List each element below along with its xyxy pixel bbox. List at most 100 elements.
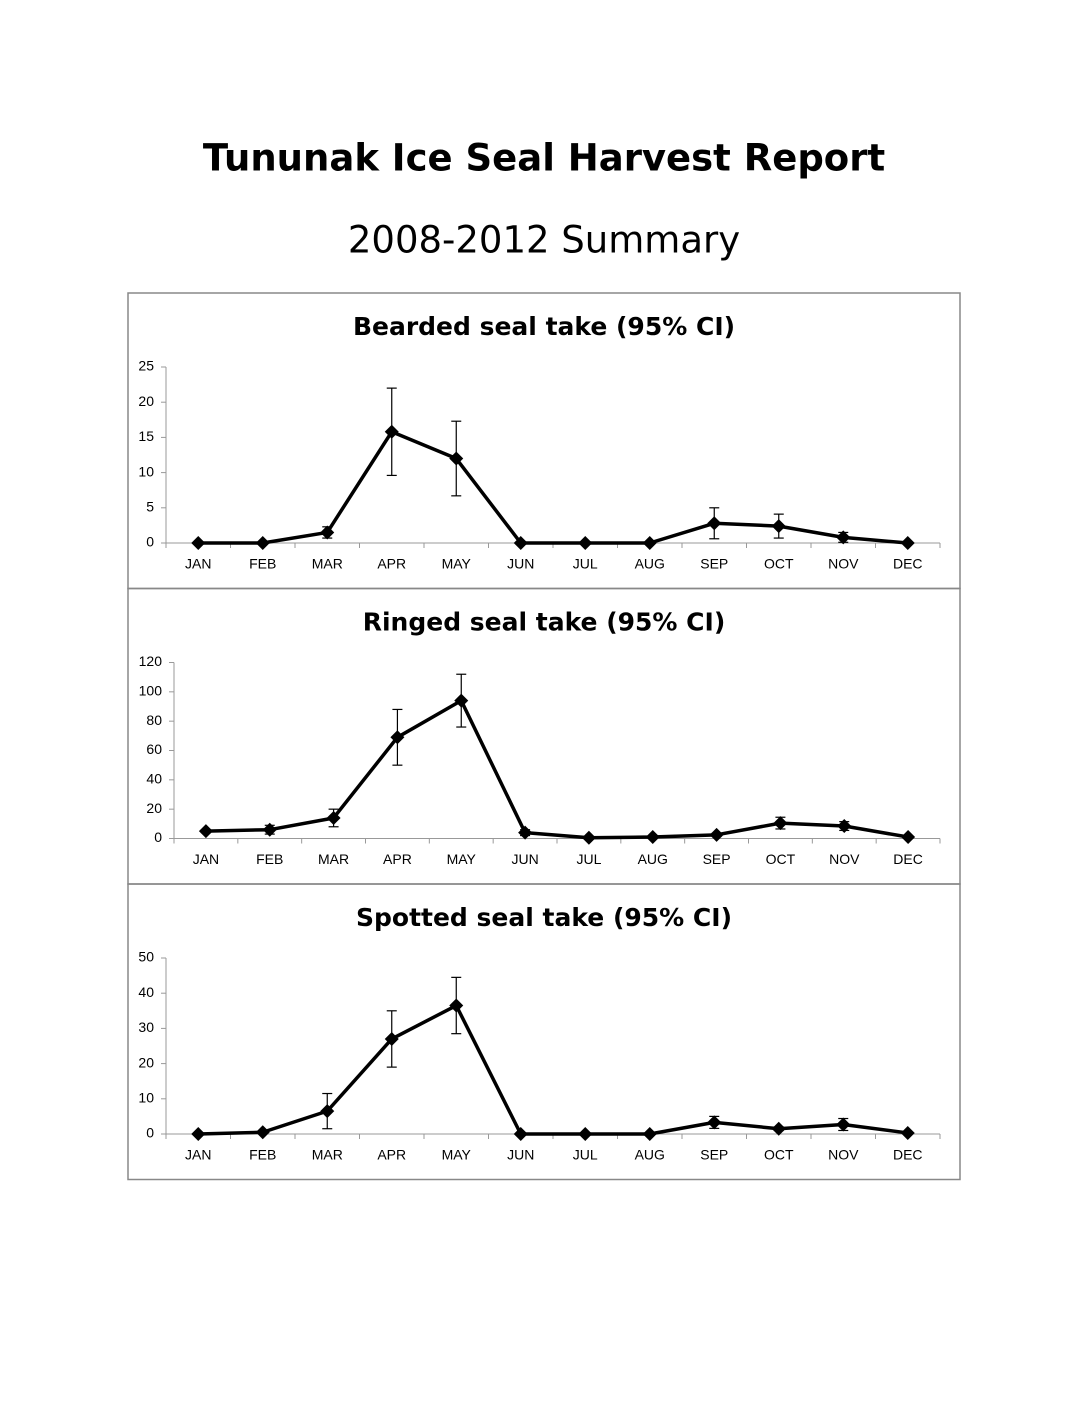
data-point [191, 1127, 206, 1141]
y-tick-label: 60 [146, 741, 162, 757]
data-point [900, 1125, 915, 1140]
data-point [836, 530, 851, 545]
data-point [771, 519, 786, 534]
y-tick-label: 50 [138, 949, 154, 965]
x-tick-label: MAR [318, 851, 349, 867]
y-tick-label: 30 [138, 1019, 154, 1035]
data-point [642, 1127, 657, 1141]
report-title: Tununak Ice Seal Harvest Report [203, 137, 885, 180]
y-tick-label: 15 [138, 428, 154, 444]
data-point [578, 536, 593, 550]
x-tick-label: NOV [828, 1147, 859, 1163]
y-tick-label: 5 [146, 499, 154, 515]
data-point [326, 810, 341, 825]
x-tick-label: APR [377, 556, 406, 572]
chart-title: Ringed seal take (95% CI) [363, 608, 726, 637]
data-point [454, 693, 469, 708]
x-tick-label: JUL [573, 1147, 598, 1163]
y-tick-label: 40 [138, 984, 154, 1000]
data-point [320, 525, 335, 540]
data-point [901, 830, 916, 845]
data-point [707, 516, 722, 531]
x-tick-label: AUG [638, 851, 668, 867]
x-tick-label: JUN [507, 1147, 534, 1163]
x-tick-label: NOV [828, 556, 859, 572]
data-point [320, 1104, 335, 1119]
data-point [449, 451, 464, 466]
data-point [773, 816, 788, 831]
data-point [198, 824, 213, 839]
y-tick-label: 0 [146, 534, 154, 550]
data-point [642, 536, 657, 550]
x-tick-label: MAR [312, 556, 343, 572]
x-tick-label: OCT [764, 556, 794, 572]
x-tick-label: DEC [893, 556, 923, 572]
y-tick-label: 0 [154, 829, 162, 845]
data-point [837, 819, 852, 834]
data-point [707, 1115, 722, 1130]
x-tick-label: DEC [893, 1147, 923, 1163]
x-tick-label: FEB [249, 556, 276, 572]
chart-title: Spotted seal take (95% CI) [356, 903, 732, 932]
series-line [198, 430, 908, 545]
x-tick-label: NOV [829, 851, 860, 867]
x-tick-label: DEC [893, 851, 923, 867]
x-tick-label: AUG [635, 556, 665, 572]
y-tick-label: 10 [138, 1090, 154, 1106]
x-tick-label: SEP [700, 1147, 728, 1163]
series-line [205, 698, 909, 840]
x-tick-label: JAN [185, 1147, 211, 1163]
data-point [262, 822, 277, 837]
x-tick-label: FEB [256, 851, 283, 867]
data-point [645, 830, 660, 845]
y-tick-label: 100 [139, 683, 163, 699]
x-tick-label: APR [377, 1147, 406, 1163]
data-point [390, 730, 405, 745]
data-point [191, 536, 206, 550]
data-point [709, 827, 724, 842]
x-tick-label: MAY [447, 851, 477, 867]
y-tick-label: 10 [138, 463, 154, 479]
data-point [900, 536, 915, 550]
y-tick-label: 0 [146, 1125, 154, 1141]
x-tick-label: OCT [766, 851, 796, 867]
x-tick-label: JAN [185, 556, 211, 572]
x-tick-label: AUG [635, 1147, 665, 1163]
x-tick-label: MAY [442, 1147, 472, 1163]
data-point [255, 536, 270, 550]
y-tick-label: 80 [146, 712, 162, 728]
data-point [581, 830, 596, 845]
x-tick-label: APR [383, 851, 412, 867]
data-point [384, 1031, 399, 1046]
series-line [198, 1003, 908, 1136]
data-point [578, 1127, 593, 1141]
data-point [449, 998, 464, 1013]
report-subtitle: 2008-2012 Summary [348, 219, 740, 262]
y-tick-label: 20 [138, 1054, 154, 1070]
x-tick-label: MAR [312, 1147, 343, 1163]
y-tick-label: 20 [138, 393, 154, 409]
x-tick-label: JUL [576, 851, 601, 867]
chart-frame [127, 883, 961, 1181]
data-point [384, 424, 399, 439]
chart-title: Bearded seal take (95% CI) [353, 312, 735, 341]
data-point [771, 1121, 786, 1136]
x-tick-label: SEP [703, 851, 731, 867]
x-tick-label: JAN [193, 851, 219, 867]
data-point [518, 825, 533, 840]
x-tick-label: SEP [700, 556, 728, 572]
x-tick-label: JUN [507, 556, 534, 572]
data-point [836, 1117, 851, 1132]
data-point [513, 536, 528, 550]
x-tick-label: FEB [249, 1147, 276, 1163]
data-point [255, 1125, 270, 1140]
x-tick-label: MAY [442, 556, 472, 572]
data-point [513, 1127, 528, 1141]
x-tick-label: JUL [573, 556, 598, 572]
x-tick-label: JUN [511, 851, 538, 867]
y-tick-label: 25 [138, 358, 154, 374]
y-tick-label: 120 [139, 653, 163, 669]
y-tick-label: 40 [146, 771, 162, 787]
